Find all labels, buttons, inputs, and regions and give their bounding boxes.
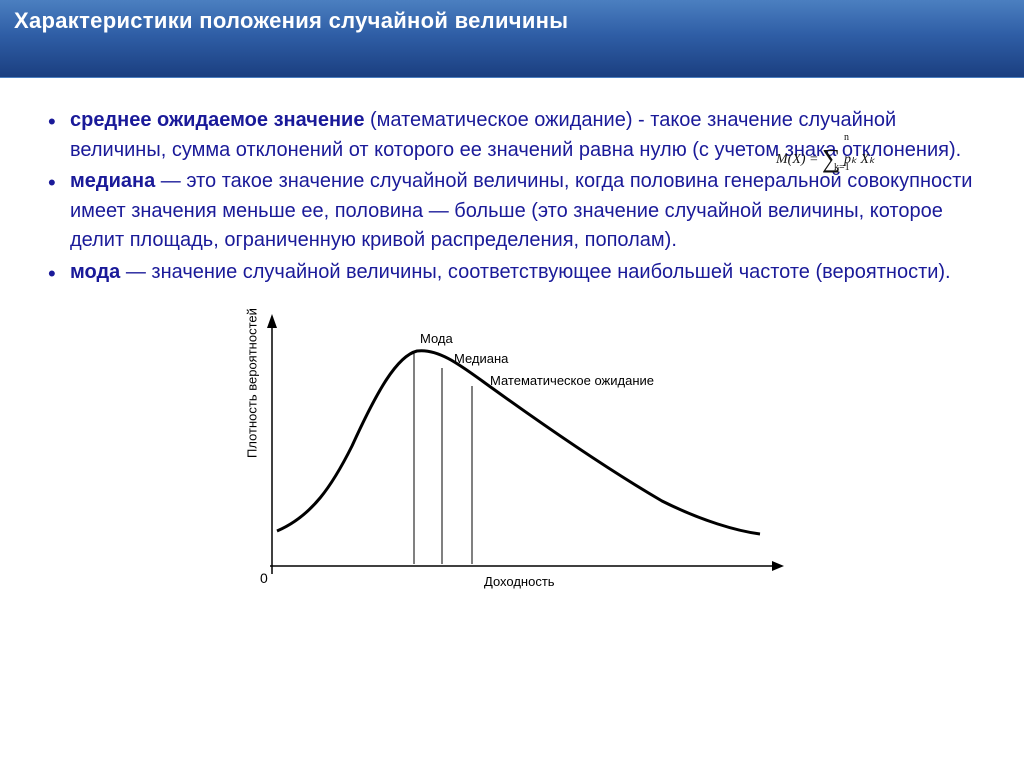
list-item: мода — значение случайной величины, соот… (70, 258, 982, 288)
bullet-list: среднее ожидаемое значение (математическ… (42, 106, 982, 288)
slide-title: Характеристики положения случайной велич… (14, 8, 568, 34)
y-axis-arrow-icon (267, 314, 277, 328)
mode-label: Мода (420, 331, 453, 346)
origin-label: 0 (260, 570, 268, 586)
list-item: медиана — это такое значение случайной в… (70, 167, 982, 256)
mean-label: Математическое ожидание (490, 373, 654, 388)
definition-text: — это такое значение случайной величины,… (70, 170, 972, 251)
formula-upper-limit: n (844, 132, 849, 143)
chart-svg (232, 306, 792, 611)
term-median: медиана (70, 170, 155, 192)
x-axis-label: Доходность (484, 574, 555, 589)
y-axis-label: Плотность вероятностей (245, 308, 260, 458)
x-axis-arrow-icon (772, 561, 784, 571)
expectation-formula: M(X) = ∑ n k=1 pₖ Xₖ (776, 140, 906, 170)
formula-lower-limit: k=1 (834, 162, 850, 173)
median-label: Медиана (454, 351, 508, 366)
definition-text: — значение случайной величины, соответст… (120, 261, 950, 283)
formula-lhs: M(X) = (776, 152, 819, 167)
density-chart: Мода Медиана Математическое ожидание 0 Д… (232, 306, 792, 611)
term-mean: среднее ожидаемое значение (70, 109, 364, 131)
term-mode: мода (70, 261, 120, 283)
slide-content: среднее ожидаемое значение (математическ… (0, 78, 1024, 611)
slide-header: Характеристики положения случайной велич… (0, 0, 1024, 78)
